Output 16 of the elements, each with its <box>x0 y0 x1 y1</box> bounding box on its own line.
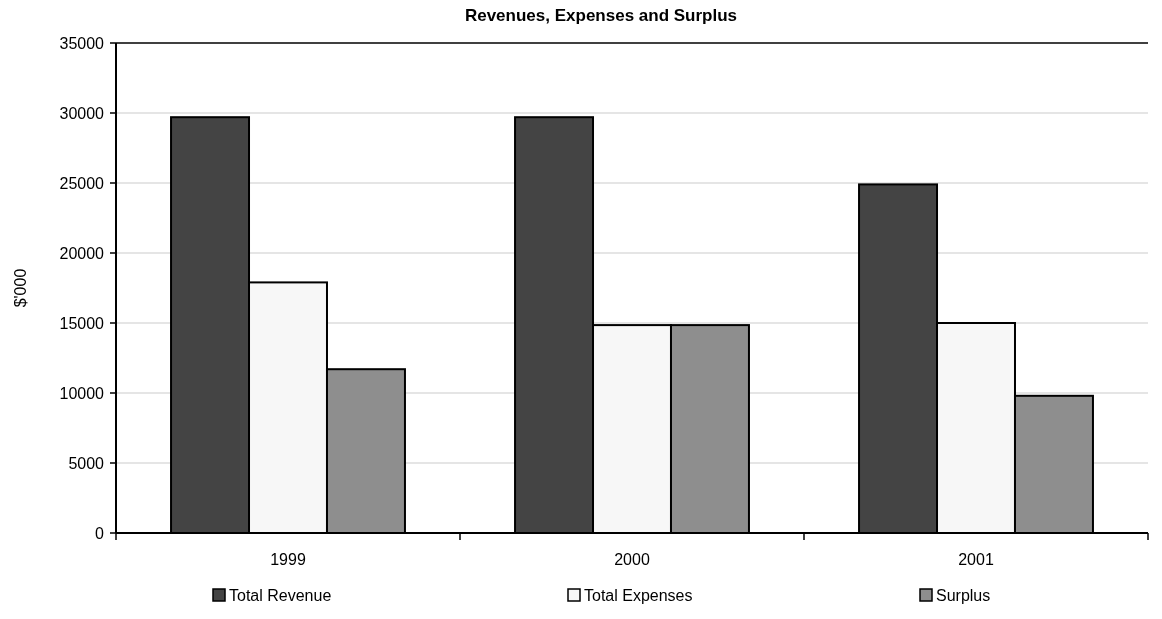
y-tick-label: 25000 <box>59 174 105 192</box>
x-tick-label: 2000 <box>614 551 650 568</box>
y-tick-label: 5000 <box>68 454 105 472</box>
legend-label: Total Expenses <box>584 587 693 604</box>
x-tick-label: 2001 <box>958 551 994 568</box>
x-tick-label: 1999 <box>270 551 306 568</box>
y-tick-label: 0 <box>95 524 105 542</box>
legend-label: Total Revenue <box>229 587 332 604</box>
y-tick-label: 10000 <box>59 384 105 402</box>
chart-title: Revenues, Expenses and Surplus <box>464 6 738 25</box>
legend-label: Surplus <box>936 587 991 604</box>
y-axis-title: $'000 <box>12 268 29 308</box>
y-tick-label: 20000 <box>59 244 105 262</box>
y-tick-label: 30000 <box>59 104 105 122</box>
y-tick-label: 15000 <box>59 314 105 332</box>
y-tick-label: 35000 <box>59 34 105 52</box>
